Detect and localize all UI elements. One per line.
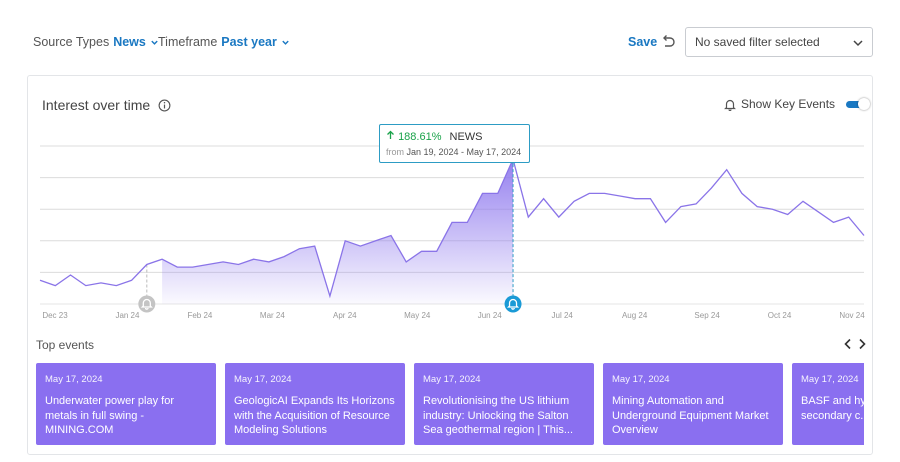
event-headline: Underwater power play for metals in full… — [45, 395, 175, 436]
series-line — [39, 157, 865, 299]
timeframe-value: Past year — [221, 35, 277, 49]
timeframe-label: Timeframe — [158, 35, 218, 49]
chevron-down-icon — [151, 40, 158, 45]
save-button[interactable]: Save — [628, 35, 658, 49]
chevron-down-icon — [853, 40, 863, 47]
x-tick-label: Aug 24 — [622, 311, 648, 320]
x-tick-label: Jul 24 — [552, 311, 574, 320]
chevron-down-icon — [282, 40, 289, 45]
arrow-up-icon — [387, 130, 394, 139]
event-headline: Mining Automation and Underground Equipm… — [612, 395, 769, 436]
event-headline: Revolutionising the US lithium industry:… — [423, 395, 574, 436]
event-card[interactable]: May 17, 2024 BASF and hy... Consulting, p… — [792, 363, 864, 445]
undo-icon[interactable] — [660, 34, 676, 50]
events-nav — [843, 338, 867, 350]
x-tick-label: Apr 24 — [333, 311, 357, 320]
shaded-area — [162, 159, 513, 304]
x-tick-label: Mar 24 — [260, 311, 285, 320]
tooltip-range: Jan 19, 2024 - May 17, 2024 — [406, 147, 522, 157]
event-card[interactable]: May 17, 2024 Mining Automation and Underg… — [603, 363, 783, 445]
chart-tooltip: 188.61% NEWS from Jan 19, 2024 - May 17,… — [379, 124, 530, 163]
saved-filter-select[interactable]: No saved filter selected — [685, 27, 873, 57]
chevron-right-icon[interactable] — [858, 338, 867, 350]
bell-icon[interactable] — [504, 295, 522, 313]
event-headline: BASF and hy... Consulting, p... secondar… — [801, 395, 864, 422]
show-key-events-label: Show Key Events — [741, 97, 836, 111]
tooltip-series: NEWS — [449, 130, 483, 143]
show-key-events-toggle[interactable]: Show Key Events — [724, 97, 871, 111]
x-tick-label: Dec 23 — [42, 311, 68, 320]
tooltip-change: 188.61% — [386, 130, 442, 143]
event-date: May 17, 2024 — [801, 374, 859, 385]
event-date: May 17, 2024 — [612, 374, 670, 385]
chevron-left-icon[interactable] — [843, 338, 852, 350]
toggle-switch[interactable] — [846, 97, 871, 110]
x-tick-label: Nov 24 — [839, 311, 865, 320]
x-tick-label: May 24 — [404, 311, 431, 320]
source-types-filter[interactable]: Source Types News — [33, 35, 159, 49]
timeframe-filter[interactable]: Timeframe Past year — [158, 35, 290, 49]
info-icon[interactable] — [158, 99, 171, 112]
chart-title: Interest over time — [42, 97, 171, 113]
chart-title-text: Interest over time — [42, 97, 151, 113]
bell-icon — [724, 99, 736, 111]
event-headline: GeologicAI Expands Its Horizons with the… — [234, 395, 395, 436]
x-tick-label: Oct 24 — [768, 311, 792, 320]
source-types-label: Source Types — [33, 35, 110, 49]
event-date: May 17, 2024 — [423, 374, 481, 385]
tooltip-change-value: 188.61% — [398, 131, 442, 143]
saved-filter-value: No saved filter selected — [695, 35, 820, 49]
event-card[interactable]: May 17, 2024 GeologicAI Expands Its Horiz… — [225, 363, 405, 445]
event-card[interactable]: May 17, 2024 Underwater power play for me… — [36, 363, 216, 445]
event-card[interactable]: May 17, 2024 Revolutionising the US lithi… — [414, 363, 594, 445]
top-events-title: Top events — [36, 338, 95, 352]
x-tick-label: Feb 24 — [187, 311, 212, 320]
x-tick-label: Jun 24 — [478, 311, 503, 320]
event-date: May 17, 2024 — [234, 374, 292, 385]
events-carousel: May 17, 2024 Underwater power play for me… — [36, 363, 864, 445]
x-tick-label: Jan 24 — [115, 311, 140, 320]
x-tick-label: Sep 24 — [694, 311, 720, 320]
event-date: May 17, 2024 — [45, 374, 103, 385]
bell-icon[interactable] — [138, 295, 156, 313]
source-types-value: News — [113, 35, 146, 49]
tooltip-from: from — [386, 147, 404, 157]
